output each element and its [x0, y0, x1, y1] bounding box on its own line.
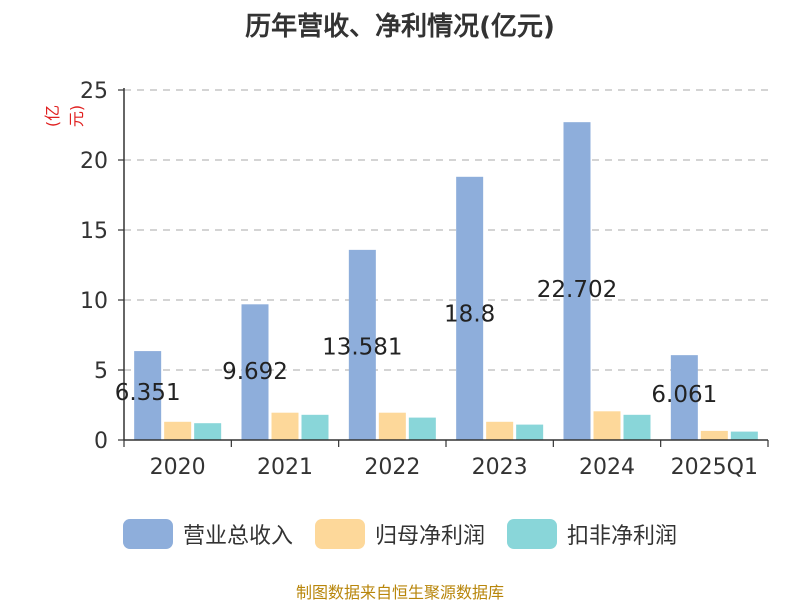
legend-swatch-deducted-net-profit	[507, 519, 557, 549]
y-tick-label: 5	[94, 359, 108, 384]
bar-deducted-net-profit	[516, 424, 544, 440]
x-tick-label: 2022	[364, 455, 420, 480]
y-tick-label: 20	[80, 149, 108, 174]
y-tick-label: 15	[80, 219, 108, 244]
y-tick-label: 0	[94, 429, 108, 454]
data-labels: 6.351 9.692 13.581 18.8 22.702 6.061	[115, 277, 718, 408]
bar-revenue	[134, 351, 162, 440]
bar-deducted-net-profit	[194, 423, 222, 440]
source-note: 制图数据来自恒生聚源数据库	[295, 583, 504, 602]
axes: 0 5 10 15 20 25 2020 2021 2022 2023 2024 2025Q1	[80, 79, 769, 480]
data-label-revenue: 6.061	[651, 382, 717, 408]
bar-parent-net-profit	[378, 412, 406, 440]
data-label-revenue: 13.581	[322, 334, 402, 360]
y-tick-label: 25	[80, 79, 108, 104]
grid-lines	[124, 89, 768, 371]
bar-revenue	[670, 355, 698, 440]
bars	[134, 122, 758, 441]
legend-item-parent-net-profit[interactable]: 归母净利润	[314, 518, 485, 550]
legend-label-revenue: 营业总收入	[182, 524, 293, 549]
bar-parent-net-profit	[271, 412, 299, 440]
bar-revenue	[456, 176, 484, 441]
data-label-revenue: 6.351	[115, 380, 181, 406]
y-tick-label: 10	[80, 289, 108, 314]
data-label-revenue: 9.692	[222, 359, 288, 385]
legend-item-revenue[interactable]: 营业总收入	[122, 518, 293, 550]
legend-item-deducted-net-profit[interactable]: 扣非净利润	[507, 518, 677, 550]
chart-title: 历年营收、净利情况(亿元)	[245, 12, 555, 42]
data-label-revenue: 22.702	[537, 277, 617, 303]
bar-deducted-net-profit	[408, 417, 436, 440]
data-label-revenue: 18.8	[444, 302, 495, 328]
bar-revenue	[563, 122, 591, 440]
bar-parent-net-profit	[593, 411, 621, 440]
bar-parent-net-profit	[700, 430, 728, 440]
legend-swatch-revenue	[122, 519, 173, 549]
legend-swatch-parent-net-profit	[314, 519, 365, 549]
bar-deducted-net-profit	[301, 414, 329, 440]
legend: 营业总收入 归母净利润 扣非净利润	[0, 518, 800, 550]
x-tick-label: 2020	[150, 455, 206, 480]
bar-deducted-net-profit	[623, 414, 651, 440]
bar-revenue	[348, 249, 376, 440]
bar-deducted-net-profit	[730, 431, 758, 440]
legend-label-deducted-net-profit: 扣非净利润	[567, 524, 678, 549]
x-tick-label: 2021	[257, 455, 313, 480]
x-tick-label: 2025Q1	[671, 455, 758, 480]
x-tick-label: 2024	[579, 455, 635, 480]
bar-revenue	[241, 304, 269, 440]
x-tick-label: 2023	[472, 455, 528, 480]
bar-parent-net-profit	[486, 421, 514, 440]
legend-label-parent-net-profit: 归母净利润	[374, 524, 485, 549]
bar-parent-net-profit	[164, 421, 192, 440]
